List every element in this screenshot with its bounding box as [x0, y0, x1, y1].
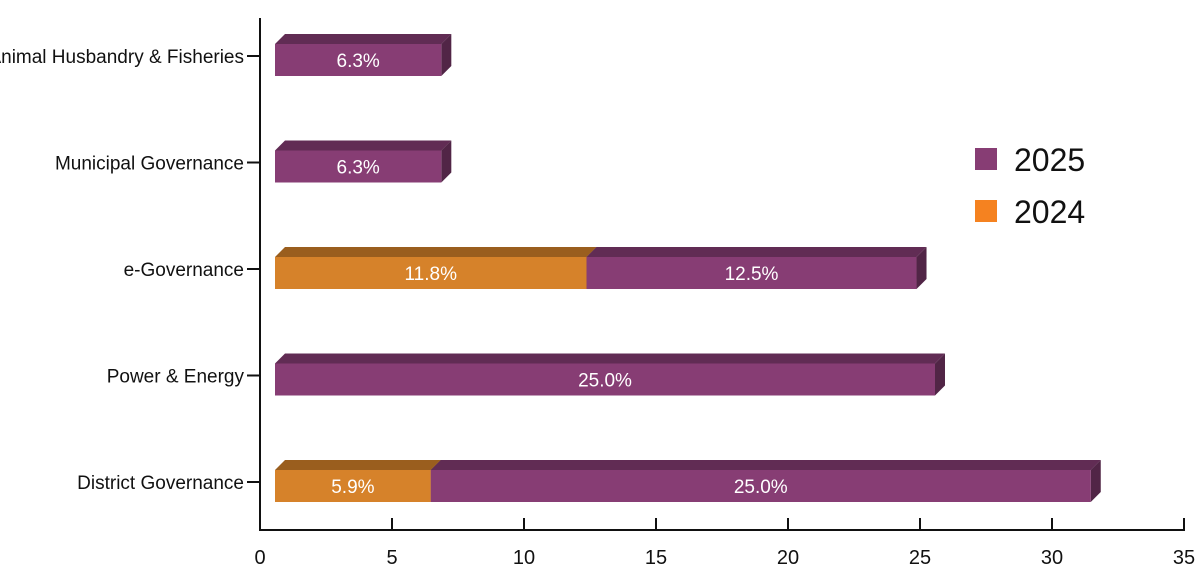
bar-top-2025 — [586, 247, 927, 257]
x-tick-label: 25 — [909, 547, 931, 569]
bar-data-label: 12.5% — [725, 264, 779, 285]
legend-label: 2024 — [1014, 194, 1085, 230]
bar-side-2025 — [935, 353, 945, 396]
y-tick-label: Power & Energy — [107, 367, 245, 388]
y-tick-label: District Governance — [77, 473, 244, 494]
bar-side-2025 — [1090, 460, 1101, 502]
bar-top-2025 — [275, 353, 945, 364]
bar-side-2025 — [441, 34, 452, 76]
x-tick-label: 5 — [386, 547, 397, 569]
bar-2025 — [430, 470, 1091, 502]
bar-data-label: 11.8% — [405, 264, 458, 285]
bar-2024 — [275, 257, 587, 289]
legend-swatch-2025 — [975, 148, 997, 170]
bar-top-2025 — [275, 34, 452, 44]
x-tick-label: 0 — [254, 547, 265, 569]
x-tick-label: 15 — [645, 547, 667, 569]
x-tick-label: 10 — [513, 547, 535, 569]
y-tick-label: e-Governance — [124, 260, 244, 281]
bar-top-2025 — [430, 460, 1101, 470]
y-tick-label: Municipal Governance — [55, 154, 244, 175]
bar-data-label: 6.3% — [337, 51, 380, 72]
bar-2025 — [275, 44, 442, 76]
bar-side-2025 — [441, 140, 452, 183]
x-tick-label: 20 — [777, 547, 799, 569]
bar-2025 — [275, 363, 935, 396]
bar-data-label: 5.9% — [331, 477, 374, 498]
y-tick-label: Animal Husbandry & Fisheries — [0, 47, 244, 68]
bar-data-label: 25.0% — [734, 477, 788, 498]
bar-2025 — [586, 257, 917, 289]
bar-2024 — [275, 470, 431, 502]
legend-swatch-2024 — [975, 200, 997, 222]
bar-top-2024 — [275, 247, 597, 257]
bar-top-2025 — [275, 140, 452, 151]
x-tick-label: 30 — [1041, 547, 1063, 569]
bar-data-label: 25.0% — [578, 371, 632, 392]
bar-data-label: 6.3% — [337, 158, 380, 179]
bar-top-2024 — [275, 460, 441, 470]
bar-side-2025 — [916, 247, 927, 289]
bar-2025 — [275, 150, 442, 183]
x-tick-label: 35 — [1173, 547, 1195, 569]
legend-label: 2025 — [1014, 142, 1085, 178]
